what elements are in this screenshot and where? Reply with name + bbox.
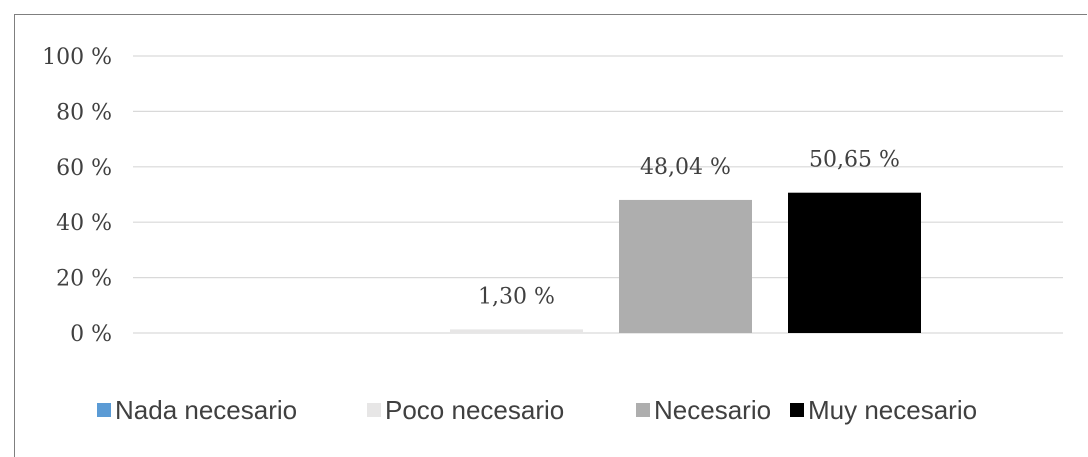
y-tick-label: 40 % xyxy=(56,211,112,236)
bars xyxy=(450,192,921,333)
bar xyxy=(450,329,583,333)
bar xyxy=(788,192,921,333)
data-label: 1,30 % xyxy=(478,284,555,309)
data-label: 50,65 % xyxy=(809,148,900,173)
legend-swatch xyxy=(636,403,650,417)
legend-label: Nada necesario xyxy=(115,395,297,425)
gridlines xyxy=(133,55,1063,334)
legend-swatch xyxy=(367,403,381,417)
legend: Nada necesario Poco necesario Necesario Muy… xyxy=(97,395,977,425)
y-tick-label: 100 % xyxy=(42,45,112,70)
legend-label: Poco necesario xyxy=(385,395,564,425)
y-tick-label: 80 % xyxy=(56,100,112,125)
y-tick-label: 0 % xyxy=(70,322,112,347)
legend-swatch xyxy=(790,403,804,417)
y-tick-label: 20 % xyxy=(56,267,112,292)
y-axis-ticks: 0 % 20 % 40 % 60 % 80 % 100 % xyxy=(42,45,112,347)
legend-label: Necesario xyxy=(654,395,771,425)
bar xyxy=(619,199,752,333)
data-labels: 1,30 % 48,04 % 50,65 % xyxy=(478,148,900,310)
y-tick-label: 60 % xyxy=(56,156,112,181)
data-label: 48,04 % xyxy=(640,155,731,180)
legend-swatch xyxy=(97,403,111,417)
legend-label: Muy necesario xyxy=(808,395,977,425)
